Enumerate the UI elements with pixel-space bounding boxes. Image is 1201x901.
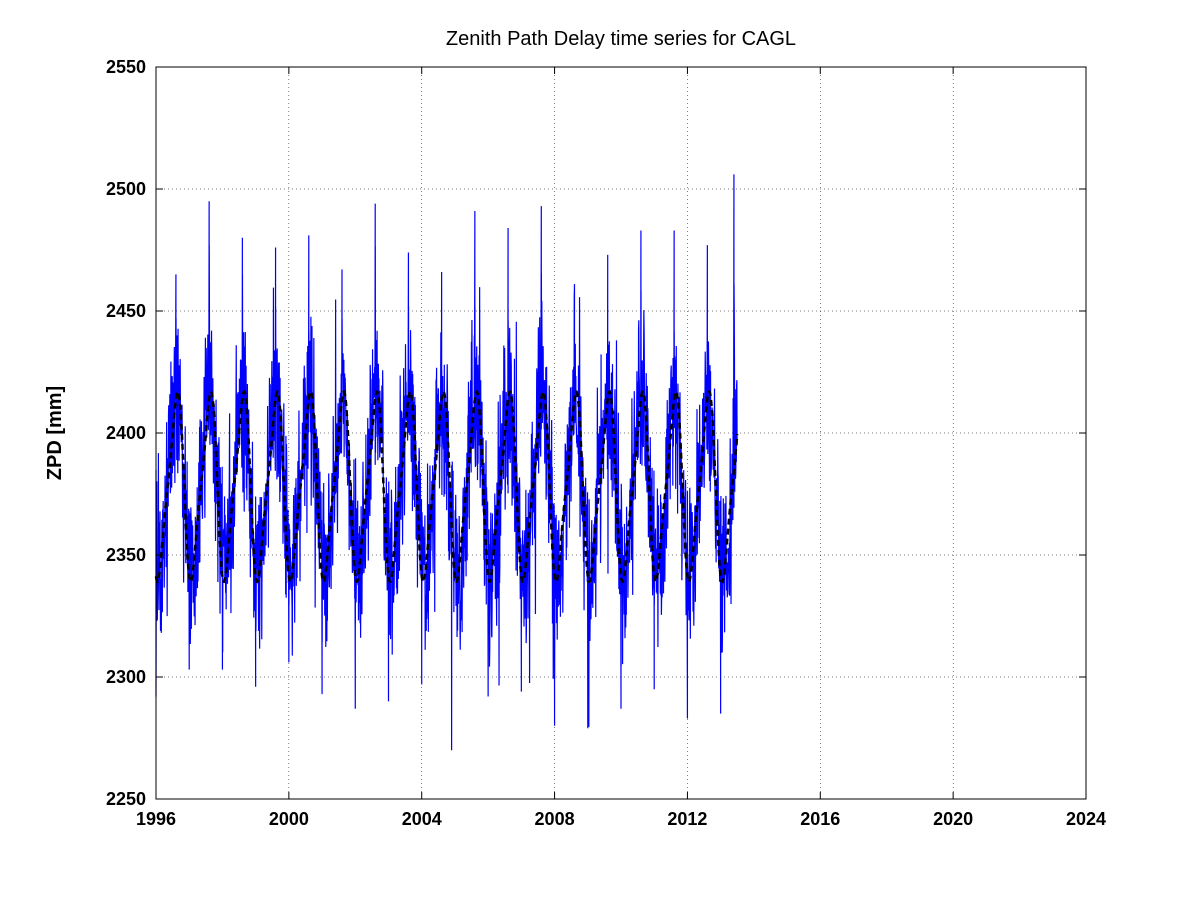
y-tick-label: 2450	[106, 301, 146, 321]
y-tick-label: 2400	[106, 423, 146, 443]
chart-svg: 1996 2000 2004 2008 2012 2016 2020 2024 2250 2300…	[0, 0, 1201, 901]
x-tick-label: 2000	[269, 809, 309, 829]
y-tick-label: 2500	[106, 179, 146, 199]
x-tick-label: 2020	[933, 809, 973, 829]
x-tick-label: 2016	[800, 809, 840, 829]
y-tick-label: 2550	[106, 57, 146, 77]
y-tick-label: 2250	[106, 789, 146, 809]
x-tick-label: 2012	[667, 809, 707, 829]
chart-container: 1996 2000 2004 2008 2012 2016 2020 2024 2250 2300…	[0, 0, 1201, 901]
x-tick-label: 2004	[402, 809, 442, 829]
y-tick-label: 2350	[106, 545, 146, 565]
x-tick-label: 1996	[136, 809, 176, 829]
x-tick-label: 2008	[535, 809, 575, 829]
chart-title: Zenith Path Delay time series for CAGL	[446, 28, 796, 50]
y-tick-label: 2300	[106, 667, 146, 687]
x-tick-label: 2024	[1066, 809, 1106, 829]
y-axis-label: ZPD [mm]	[44, 386, 66, 480]
